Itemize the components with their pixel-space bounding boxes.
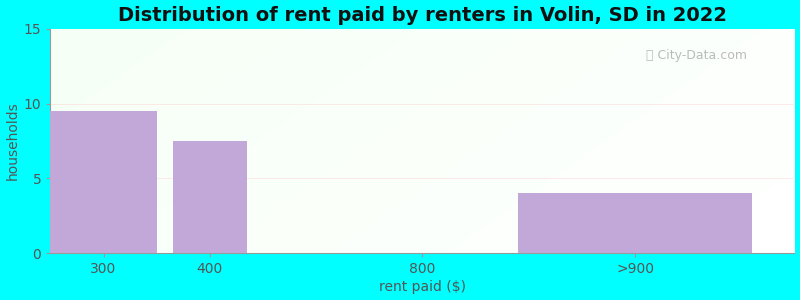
- Bar: [50, 111, 157, 253]
- Title: Distribution of rent paid by renters in Volin, SD in 2022: Distribution of rent paid by renters in …: [118, 6, 727, 25]
- Bar: [518, 194, 752, 253]
- X-axis label: rent paid ($): rent paid ($): [379, 280, 466, 294]
- Bar: [173, 141, 247, 253]
- Y-axis label: households: households: [6, 102, 19, 180]
- Text: ⓘ City-Data.com: ⓘ City-Data.com: [646, 49, 746, 62]
